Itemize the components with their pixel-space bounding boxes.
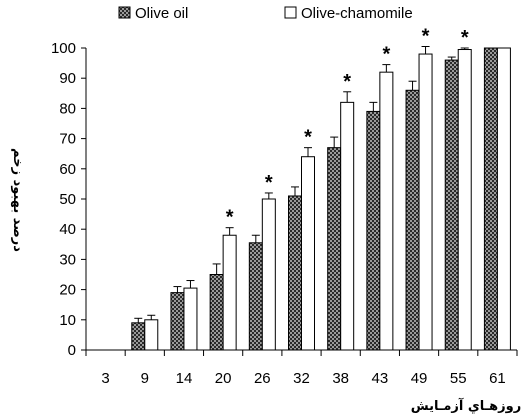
y-axis-title: درصد بهبود زخم <box>10 148 25 252</box>
legend: Olive oil Olive-chamomile <box>118 5 413 22</box>
x-tick-label-61: 61 <box>489 370 506 387</box>
legend-label-olive-chamomile: Olive-chamomile <box>301 5 413 22</box>
legend-swatch-olive-chamomile <box>284 6 297 19</box>
y-tick-label-0: 0 <box>68 342 76 359</box>
bar-olive-chamomile-61 <box>496 47 511 351</box>
y-tick-label-90: 90 <box>59 70 76 87</box>
y-tick-label-100: 100 <box>51 40 76 57</box>
x-tick-label-38: 38 <box>332 370 349 387</box>
significance-star-38: * <box>343 71 351 93</box>
legend-swatch-olive-oil <box>118 6 131 19</box>
significance-star-20: * <box>226 207 234 229</box>
legend-label-olive-oil: Olive oil <box>135 5 188 22</box>
x-tick-label-49: 49 <box>411 370 428 387</box>
bar-olive-oil-49 <box>405 89 420 351</box>
bar-olive-oil-38 <box>327 147 342 351</box>
x-tick-label-20: 20 <box>215 370 232 387</box>
bar-olive-oil-32 <box>288 195 302 351</box>
significance-star-32: * <box>304 127 312 149</box>
bar-olive-chamomile-26 <box>261 198 276 351</box>
significance-star-26: * <box>265 172 273 194</box>
x-tick-label-26: 26 <box>254 370 271 387</box>
bar-olive-oil-14 <box>170 292 185 351</box>
significance-star-49: * <box>422 25 430 47</box>
y-tick-label-70: 70 <box>59 131 76 148</box>
bar-olive-chamomile-14 <box>183 287 198 351</box>
y-tick-label-50: 50 <box>59 191 76 208</box>
bar-olive-chamomile-38 <box>340 101 355 351</box>
x-tick-label-32: 32 <box>293 370 310 387</box>
y-tick-label-40: 40 <box>59 221 76 238</box>
x-tick-label-43: 43 <box>372 370 389 387</box>
bar-olive-chamomile-20 <box>222 234 237 351</box>
x-axis-title: روزهـاي آزمـايش <box>411 397 521 414</box>
x-tick-label-3: 3 <box>101 370 109 387</box>
x-tick-label-14: 14 <box>176 370 193 387</box>
bar-olive-chamomile-9 <box>144 319 159 351</box>
bar-olive-oil-26 <box>248 242 263 351</box>
bar-olive-chamomile-55 <box>457 49 472 351</box>
significance-star-55: * <box>461 27 469 49</box>
plot-area: 0 10 20 30 40 50 60 70 80 90 100 3 9 14 20 26 32 38 43 49 55… <box>51 25 518 387</box>
bar-olive-oil-55 <box>444 59 459 351</box>
bar-olive-oil-20 <box>209 274 224 351</box>
y-tick-label-30: 30 <box>59 251 76 268</box>
significance-star-43: * <box>382 44 390 66</box>
x-tick-label-55: 55 <box>450 370 467 387</box>
bar-olive-chamomile-43 <box>379 71 394 351</box>
y-tick-label-20: 20 <box>59 282 76 299</box>
bar-olive-oil-61 <box>483 47 498 351</box>
bar-olive-oil-9 <box>131 322 146 351</box>
bar-olive-oil-43 <box>366 110 381 351</box>
y-tick-label-80: 80 <box>59 100 76 117</box>
y-tick-label-60: 60 <box>59 161 76 178</box>
bar-olive-chamomile-49 <box>418 53 433 351</box>
x-tick-label-9: 9 <box>141 370 149 387</box>
y-tick-label-10: 10 <box>59 312 76 329</box>
bar-olive-chamomile-32 <box>301 156 315 351</box>
